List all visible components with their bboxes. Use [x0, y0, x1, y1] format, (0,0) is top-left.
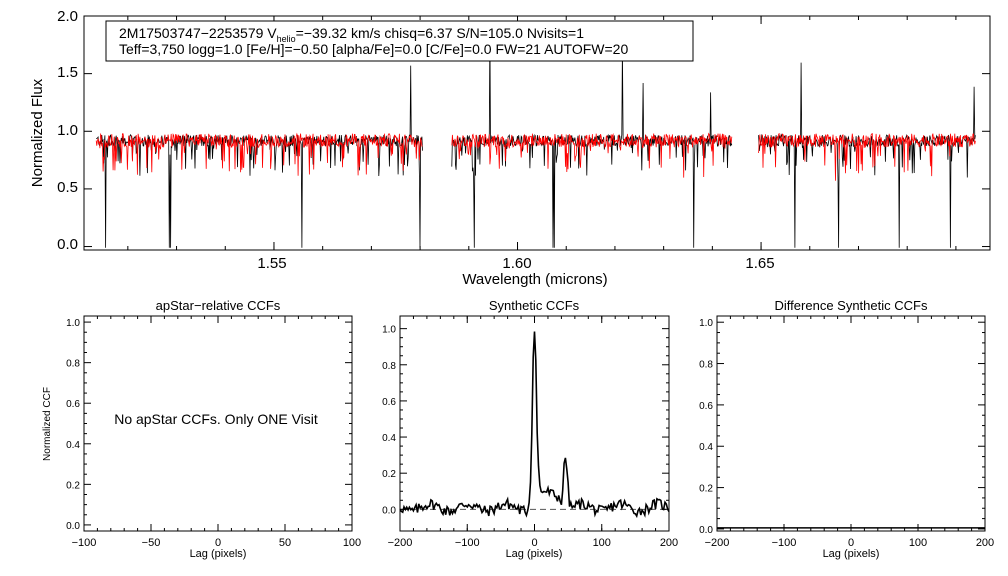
spec-xtick-2: 1.65 [745, 255, 774, 272]
xtick-label: −100 [455, 537, 480, 549]
xtick-label: 50 [279, 537, 291, 549]
ytick-label: 1.0 [699, 318, 713, 329]
apstar-ccf-panel: apStar−relative CCFs No apStar CCFs. Onl… [42, 298, 361, 560]
ytick-label: 0.2 [699, 484, 713, 495]
spec-ytick-3: 1.5 [57, 64, 78, 81]
ytick-label: 0.6 [382, 397, 396, 408]
apstar-ylabel: Normalized CCF [42, 387, 53, 461]
spectrum-series-0-chip-0 [96, 65, 423, 248]
xtick-label: 100 [909, 537, 927, 549]
xtick-label: −200 [388, 537, 413, 549]
difference-axes [716, 316, 986, 531]
ytick-label: 0.8 [382, 361, 396, 372]
ytick-label: 0.8 [66, 359, 80, 370]
spectrum-series-0-chip-2 [758, 62, 976, 248]
spectrum-series-1-chip-0 [95, 132, 423, 176]
xtick-label: −100 [772, 537, 797, 549]
ytick-label: 0.0 [382, 505, 396, 516]
ytick-label: 0.6 [699, 401, 713, 412]
annotation-line-2: Teff=3,750 logg=1.0 [Fe/H]=−0.50 [alpha/… [119, 41, 628, 57]
difference-frame [716, 315, 986, 532]
spec-xlabel: Wavelength (microns) [462, 271, 607, 288]
spec-ylabel: Normalized Flux [29, 78, 46, 187]
xtick-label: 0 [215, 537, 221, 549]
xtick-label: 100 [343, 537, 361, 549]
ytick-label: 0.6 [66, 399, 80, 410]
spec-xtick-1: 1.60 [502, 255, 531, 272]
spectrum-axes [84, 15, 990, 250]
xtick-label: 0 [848, 537, 854, 549]
difference-ccf-panel: Difference Synthetic CCFs Lag (pixels) −… [699, 298, 994, 560]
xtick-label: 200 [660, 537, 678, 549]
spec-ytick-1: 0.5 [57, 179, 78, 196]
apstar-axes [83, 316, 353, 531]
xtick-label: 0 [531, 537, 537, 549]
synthetic-xlabel: Lag (pixels) [506, 548, 563, 560]
difference-title: Difference Synthetic CCFs [775, 298, 928, 313]
spectrum-panel: 0.0 0.5 1.0 1.5 2.0 1.55 1.60 1.65 Wavel… [29, 8, 991, 288]
ytick-label: 0.4 [699, 442, 713, 453]
spec-xtick-0: 1.55 [257, 255, 286, 272]
spectrum-frame [83, 15, 991, 251]
spec-ytick-4: 2.0 [57, 8, 78, 25]
spec-ytick-2: 1.0 [57, 122, 78, 139]
xtick-label: −50 [142, 537, 161, 549]
xtick-label: −100 [72, 537, 97, 549]
ytick-label: 0.0 [66, 521, 80, 532]
annotation-box [105, 20, 694, 62]
ytick-label: 0.8 [699, 360, 713, 371]
spectrum-series-1-chip-2 [758, 132, 976, 181]
xtick-label: 200 [976, 537, 994, 549]
ytick-label: 0.2 [382, 469, 396, 480]
ytick-label: 0.0 [699, 525, 713, 536]
spectrum-series-1-chip-1 [451, 132, 733, 178]
synthetic-lines [399, 331, 670, 519]
spectrum-lines [95, 26, 976, 248]
xtick-label: 100 [593, 537, 611, 549]
synthetic-ccf-line [399, 331, 670, 519]
apstar-message: No apStar CCFs. Only ONE Visit [114, 411, 318, 427]
ytick-label: 0.2 [66, 480, 80, 491]
annotation-line-1: 2M17503747−2253579 Vhelio=−39.32 km/s ch… [119, 25, 584, 44]
ytick-label: 1.0 [382, 325, 396, 336]
synthetic-title: Synthetic CCFs [489, 298, 580, 313]
ytick-label: 0.4 [382, 433, 396, 444]
xtick-label: −200 [705, 537, 730, 549]
apstar-title: apStar−relative CCFs [156, 298, 281, 313]
difference-xlabel: Lag (pixels) [823, 548, 880, 560]
apstar-xlabel: Lag (pixels) [190, 548, 247, 560]
synthetic-ccf-panel: Synthetic CCFs Lag (pixels) −200 −100 0 100… [382, 298, 678, 560]
ytick-label: 1.0 [66, 318, 80, 329]
ytick-label: 0.4 [66, 440, 80, 451]
synthetic-axes [399, 316, 670, 531]
spec-ytick-0: 0.0 [57, 236, 78, 253]
